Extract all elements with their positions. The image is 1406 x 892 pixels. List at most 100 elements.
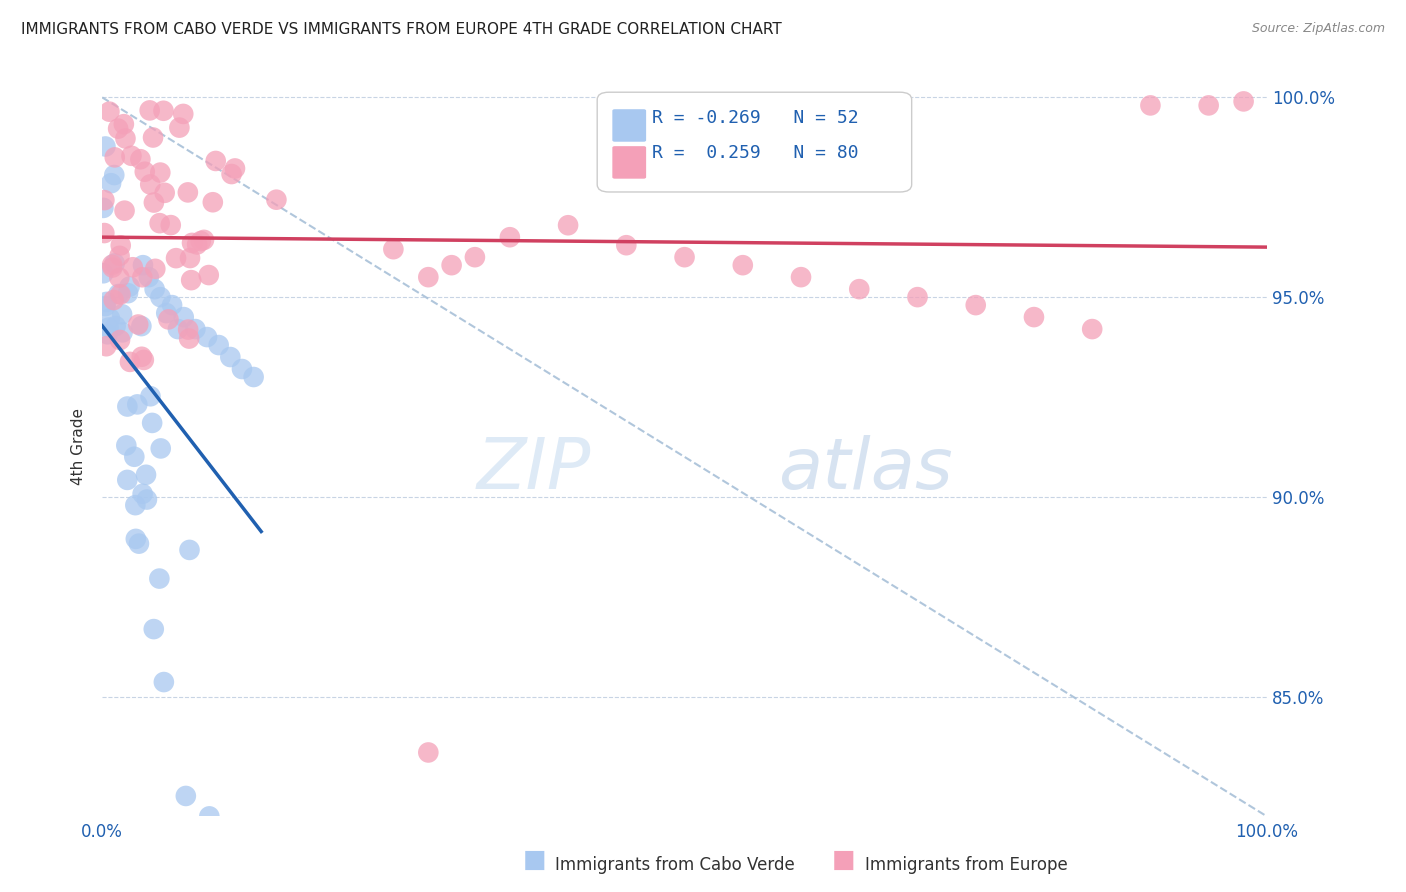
Point — [98, 104, 121, 119]
Point — [790, 270, 813, 285]
Point — [93, 201, 115, 215]
Point — [907, 290, 929, 304]
Point — [107, 287, 129, 301]
Point — [165, 251, 187, 265]
Point — [180, 273, 202, 287]
Point — [118, 279, 141, 293]
Point — [121, 149, 143, 163]
Point — [673, 250, 696, 264]
Point — [110, 238, 132, 252]
Point — [149, 165, 172, 179]
Point — [155, 306, 177, 320]
Point — [104, 319, 127, 334]
Point — [266, 193, 288, 207]
Point — [96, 294, 118, 309]
Point — [193, 233, 215, 247]
FancyBboxPatch shape — [613, 146, 647, 178]
Point — [103, 293, 125, 307]
Point — [177, 322, 200, 336]
Point — [135, 467, 157, 482]
Point — [111, 326, 134, 340]
Point — [1232, 95, 1254, 109]
Point — [181, 235, 204, 250]
Point — [418, 270, 440, 285]
Text: atlas: atlas — [778, 434, 952, 504]
Text: R = -0.269   N = 52: R = -0.269 N = 52 — [652, 109, 859, 128]
Point — [198, 809, 221, 823]
Point — [138, 103, 160, 118]
Point — [117, 473, 139, 487]
Point — [197, 268, 219, 282]
Point — [464, 250, 486, 264]
Point — [177, 186, 200, 200]
Point — [201, 195, 224, 210]
Text: IMMIGRANTS FROM CABO VERDE VS IMMIGRANTS FROM EUROPE 4TH GRADE CORRELATION CHART: IMMIGRANTS FROM CABO VERDE VS IMMIGRANTS… — [21, 22, 782, 37]
Point — [96, 339, 118, 353]
Point — [127, 318, 149, 332]
Point — [94, 139, 117, 153]
Point — [231, 362, 253, 376]
Text: Immigrants from Cabo Verde: Immigrants from Cabo Verde — [555, 856, 796, 874]
FancyBboxPatch shape — [598, 92, 911, 192]
Y-axis label: 4th Grade: 4th Grade — [72, 409, 86, 485]
Point — [100, 176, 122, 190]
Point — [157, 312, 180, 326]
Point — [114, 131, 136, 145]
Point — [93, 226, 115, 240]
Text: ■: ■ — [832, 848, 855, 872]
Point — [172, 107, 194, 121]
Point — [117, 400, 139, 414]
Point — [115, 438, 138, 452]
Point — [221, 167, 243, 181]
Text: R =  0.259   N = 80: R = 0.259 N = 80 — [652, 144, 859, 162]
Point — [139, 178, 162, 192]
Point — [93, 193, 115, 207]
Point — [382, 242, 405, 256]
Point — [101, 260, 124, 275]
Point — [101, 258, 124, 272]
Point — [107, 121, 129, 136]
Point — [125, 532, 148, 546]
Point — [131, 350, 153, 364]
Point — [110, 287, 132, 301]
Point — [108, 249, 131, 263]
Point — [186, 237, 208, 252]
Point — [143, 261, 166, 276]
Point — [104, 256, 127, 270]
Point — [169, 120, 191, 135]
Point — [1022, 310, 1045, 324]
Point — [174, 789, 197, 803]
Point — [179, 251, 201, 265]
Point — [132, 353, 155, 368]
FancyBboxPatch shape — [613, 109, 647, 142]
Point — [94, 299, 117, 313]
Point — [179, 332, 201, 346]
Point — [132, 258, 155, 272]
Point — [160, 298, 183, 312]
Text: Immigrants from Europe: Immigrants from Europe — [865, 856, 1067, 874]
Point — [131, 319, 153, 334]
Point — [134, 165, 156, 179]
Point — [440, 258, 463, 272]
Point — [1139, 98, 1161, 112]
Point — [104, 150, 127, 164]
Point — [108, 270, 131, 285]
Point — [153, 675, 176, 690]
Point — [143, 282, 166, 296]
Point — [149, 442, 172, 456]
Point — [112, 117, 135, 131]
Point — [499, 230, 522, 244]
Point — [195, 330, 218, 344]
Point — [179, 542, 201, 557]
Point — [242, 370, 264, 384]
Point — [139, 389, 162, 403]
Point — [103, 168, 125, 182]
Point — [93, 266, 115, 280]
Point — [148, 572, 170, 586]
Point — [97, 320, 120, 334]
Point — [121, 260, 143, 275]
Point — [138, 270, 160, 285]
Point — [731, 258, 754, 272]
Point — [141, 416, 163, 430]
Point — [114, 203, 136, 218]
